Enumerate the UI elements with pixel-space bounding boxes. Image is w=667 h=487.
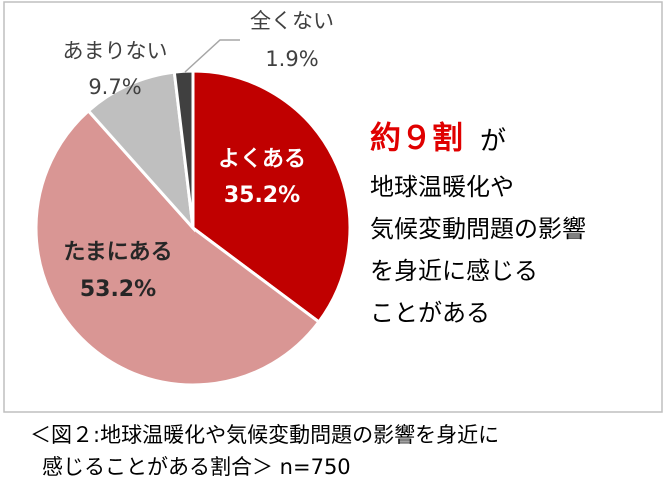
annotation-line: 地球温暖化や [370,173,514,201]
annotation-line: を身近に感じる [370,257,538,285]
annotation-highlight: 約９割 [370,121,463,157]
pie-slice [86,70,196,233]
annotation-line: 気候変動問題の影響 [370,215,586,243]
pie-slice [172,69,195,229]
caption-line: ＜図２:地球温暖化や気候変動問題の影響を身近に [30,423,499,447]
leader-line [184,39,240,73]
category-label: たまにある [63,240,172,265]
category-label: あまりない [63,39,168,63]
pie-slice [34,108,321,387]
value-label: 35.2% [224,183,300,208]
value-label: 9.7% [88,75,141,99]
pie [34,69,352,387]
value-label: 53.2% [80,277,156,302]
category-label: 全くない [250,9,334,33]
value-label: 1.9% [265,47,318,71]
annotation-line: ことがある [370,299,490,327]
pie-slice [191,69,352,324]
caption-line: 感じることがある割合＞ n=750 [42,455,351,479]
annotation-suffix: が [480,127,506,157]
category-label: よくある [218,147,306,172]
